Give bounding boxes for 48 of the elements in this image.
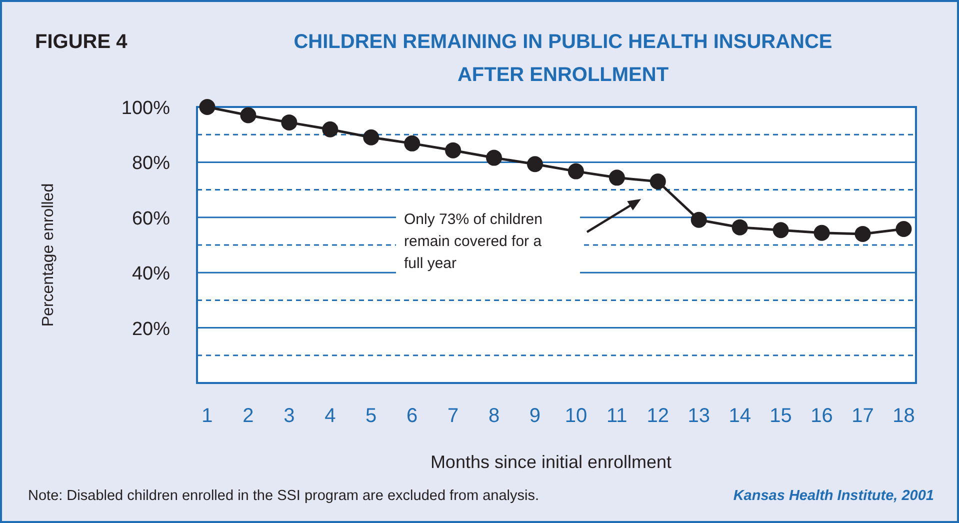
point <box>814 224 830 241</box>
y-tick-label: 40% <box>132 264 170 285</box>
point <box>568 163 584 180</box>
point <box>526 156 543 172</box>
x-tick-label: 8 <box>488 405 500 427</box>
x-tick-label: 2 <box>242 405 254 427</box>
y-tick-label: 100% <box>121 98 170 119</box>
point <box>896 220 912 237</box>
x-tick-label: 14 <box>728 405 751 427</box>
point <box>199 99 216 115</box>
y-tick-label: 20% <box>132 318 170 340</box>
x-tick-label: 9 <box>529 405 541 427</box>
point <box>404 135 420 152</box>
point <box>281 114 298 130</box>
x-tick-label: 7 <box>447 405 459 427</box>
point <box>363 129 380 146</box>
point <box>854 226 871 242</box>
point <box>772 222 789 238</box>
y-tick-label: 60% <box>132 208 170 230</box>
point <box>690 212 707 228</box>
text: Note: Disabled children enrolled in the SSI program are excluded from analysis. <box>28 488 539 504</box>
x-tick-label: 13 <box>688 405 710 427</box>
x-tick-label: 16 <box>810 405 833 427</box>
y-axis-title: Percentage enrolled <box>40 183 57 327</box>
x-axis-title: Months since initial enrollment <box>430 452 672 472</box>
point <box>732 219 748 236</box>
x-tick-label: 11 <box>606 405 628 427</box>
y-tick-label: 80% <box>132 153 170 174</box>
x-tick-label: 17 <box>852 405 874 427</box>
chart-title: CHILDREN REMAINING IN PUBLIC HEALTH INSURANCE AFTER ENROLLMENT <box>294 31 832 86</box>
x-tick-label: 1 <box>202 405 213 427</box>
text: Kansas Health Institute, 2001 <box>733 488 934 504</box>
point <box>608 170 625 186</box>
x-tick-label: 12 <box>646 405 670 427</box>
x-tick-label: 10 <box>564 405 588 427</box>
point <box>486 150 502 166</box>
point <box>322 121 338 138</box>
caption: FIGURE 4 <box>35 31 128 53</box>
point <box>445 142 462 158</box>
x-tick-label: 4 <box>324 405 336 427</box>
x-tick-label: 3 <box>284 405 295 427</box>
x-tick-label: 6 <box>406 405 418 427</box>
x-tick-label: 5 <box>366 405 377 427</box>
point <box>650 174 666 190</box>
annotation: Only 73% of children remain covered for a full year <box>404 211 542 272</box>
x-tick-label: 15 <box>770 405 792 427</box>
point <box>240 107 256 124</box>
x-tick-label: 18 <box>892 405 915 427</box>
